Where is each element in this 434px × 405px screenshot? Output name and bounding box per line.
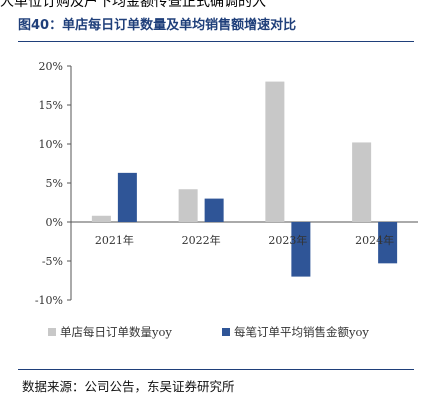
x-tick-label: 2023年 <box>268 233 307 247</box>
legend-label-series1: 单店每日订单数量yoy <box>60 325 172 339</box>
title-underline <box>18 41 414 42</box>
y-tick-label: 15% <box>39 99 63 112</box>
y-tick-label: 0% <box>46 216 63 229</box>
y-tick-label: -10% <box>35 294 63 307</box>
x-tick-label: 2022年 <box>182 233 221 247</box>
figure-title: 图40：单店每日订单数量及单均销售额增速对比 <box>18 18 297 33</box>
legend-swatch-series2 <box>222 328 230 336</box>
bar-series2 <box>378 222 398 264</box>
bar-series1 <box>265 81 285 222</box>
y-tick-label: 10% <box>39 138 63 151</box>
truncated-header-text: 人单位订购及户下均金额传查正式确调的入 <box>0 0 266 10</box>
bar-series1 <box>352 142 372 222</box>
bar-series2 <box>117 172 137 222</box>
legend-label-series2: 每笔订单平均销售金额yoy <box>234 325 369 339</box>
bar-series1 <box>178 189 198 222</box>
source-rule <box>18 369 414 370</box>
bar-series2 <box>291 222 311 277</box>
figure-title-row: 图40：单店每日订单数量及单均销售额增速对比 <box>18 14 414 36</box>
legend-swatch-series1 <box>48 328 56 336</box>
y-tick-label: -5% <box>42 255 63 268</box>
x-tick-label: 2024年 <box>355 233 394 247</box>
y-tick-label: 5% <box>46 177 63 190</box>
y-tick-label: 20% <box>39 60 63 73</box>
bar-series2 <box>204 198 224 222</box>
source-note: 数据来源：公司公告，东吴证券研究所 <box>22 379 235 394</box>
bar-series1 <box>91 215 111 222</box>
x-tick-label: 2021年 <box>95 233 134 247</box>
